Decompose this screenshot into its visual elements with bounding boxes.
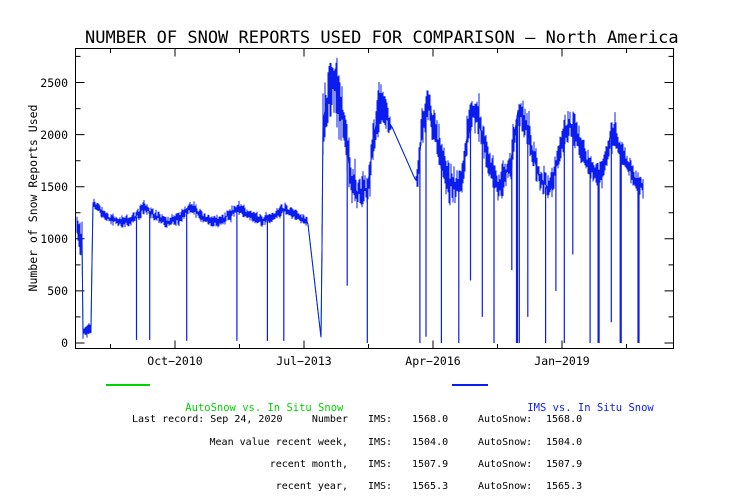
stats-row-year: recent year, IMS: 1565.3 AutoSnow: 1565.…: [132, 481, 586, 492]
autosnow-value: 1504.0: [546, 437, 583, 448]
legend-ims: IMS vs. In Situ Snow: [452, 378, 654, 426]
stats-row-month: recent month, IMS: 1507.9 AutoSnow: 1507…: [132, 459, 586, 470]
legend-ims-label: IMS vs. In Situ Snow: [527, 402, 654, 414]
ims-value: 1568.0: [412, 414, 449, 425]
y-tick-label: 2000: [40, 127, 68, 142]
mean-month-label: recent month,: [269, 459, 348, 470]
ims-value: 1565.3: [412, 481, 449, 492]
x-tick-label: Jul−2013: [276, 354, 332, 368]
y-tick-label: 1000: [40, 231, 68, 246]
stats-row-week: Mean value recent week, IMS: 1504.0 Auto…: [132, 437, 586, 448]
autosnow-value: 1507.9: [546, 459, 583, 470]
x-tick-label: Oct−2010: [147, 354, 203, 368]
y-tick-label: 500: [47, 283, 68, 298]
ims-label: IMS:: [368, 437, 393, 448]
ims-label: IMS:: [368, 459, 393, 470]
autosnow-line-sample: [106, 384, 150, 386]
autosnow-value: 1565.3: [546, 481, 583, 492]
x-tick-label: Jan−2019: [534, 354, 590, 368]
ims-line-sample: [452, 384, 488, 386]
autosnow-label: AutoSnow:: [478, 481, 533, 492]
y-tick-label: 1500: [40, 179, 68, 194]
chart-title: NUMBER OF SNOW REPORTS USED FOR COMPARIS…: [85, 28, 679, 48]
stats-row-number: Last record: Sep 24, 2020 Number IMS: 15…: [132, 414, 586, 425]
ims-label: IMS:: [368, 414, 393, 425]
ims-label: IMS:: [368, 481, 393, 492]
autosnow-label: AutoSnow:: [478, 459, 533, 470]
mean-year-label: recent year,: [275, 481, 348, 492]
autosnow-label: AutoSnow:: [478, 437, 533, 448]
number-label: Number: [311, 414, 348, 425]
mean-week-label: Mean value recent week,: [209, 437, 348, 448]
legend-autosnow: AutoSnow vs. In Situ Snow: [106, 378, 343, 426]
x-tick-label: Apr−2016: [405, 354, 461, 368]
legend-autosnow-label: AutoSnow vs. In Situ Snow: [185, 402, 344, 414]
y-tick-label: 0: [61, 336, 68, 350]
ims-value: 1507.9: [412, 459, 449, 470]
last-record-label: Last record: Sep 24, 2020: [132, 414, 283, 425]
ims-value: 1504.0: [412, 437, 449, 448]
autosnow-label: AutoSnow:: [478, 414, 533, 425]
autosnow-value: 1568.0: [546, 414, 583, 425]
y-tick-label: 2500: [40, 75, 68, 90]
